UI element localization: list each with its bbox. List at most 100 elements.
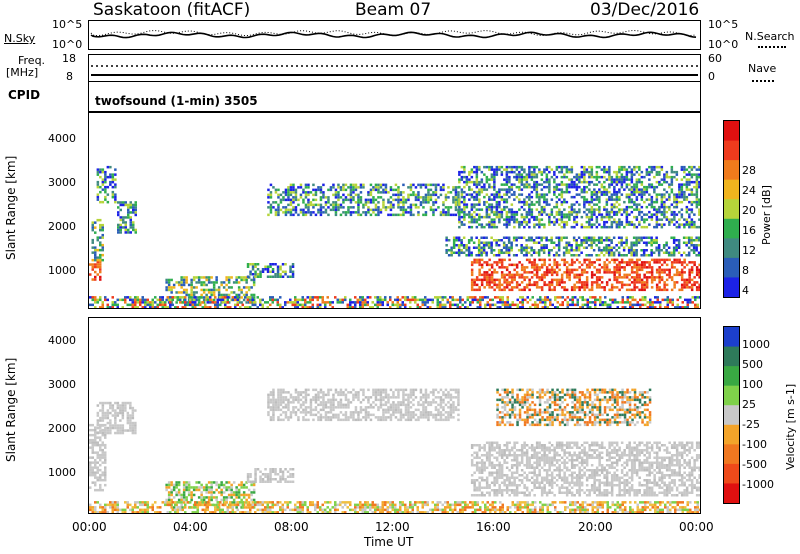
heatmap-cell: [532, 251, 536, 254]
heatmap-cell: [291, 263, 295, 266]
heatmap-cell: [600, 276, 604, 279]
heatmap-cell: [182, 283, 186, 287]
heatmap-cell: [630, 246, 633, 249]
heatmap-cell: [482, 246, 486, 249]
heatmap-cell: [488, 223, 491, 226]
heatmap-cell: [483, 185, 486, 189]
heatmap-cell: [505, 190, 509, 194]
heatmap-cell: [663, 261, 666, 264]
heatmap-cell: [149, 301, 152, 304]
heatmap-cell: [281, 473, 285, 476]
heatmap-cell: [339, 388, 343, 392]
heatmap-cell: [169, 306, 172, 309]
heatmap-cell: [304, 391, 308, 394]
heatmap-cell: [276, 268, 280, 271]
heatmap-cell: [615, 175, 619, 179]
heatmap-cell: [274, 273, 277, 276]
heatmap-cell: [647, 254, 651, 257]
heatmap-cell: [444, 193, 448, 197]
heatmap-cell: [422, 206, 425, 209]
heatmap-cell: [643, 281, 646, 284]
heatmap-cell: [550, 281, 554, 284]
heatmap-cell: [460, 170, 464, 174]
heatmap-cell: [289, 401, 293, 404]
heatmap-cell: [603, 165, 606, 169]
heatmap-cell: [129, 429, 132, 432]
heatmap-cell: [459, 301, 462, 304]
heatmap-cell: [277, 206, 280, 209]
heatmap-cell: [454, 208, 458, 212]
heatmap-cell: [590, 273, 594, 277]
heatmap-cell: [543, 193, 546, 196]
heatmap-cell: [565, 168, 569, 171]
heatmap-cell: [240, 301, 243, 304]
heatmap-cell: [339, 213, 343, 217]
heatmap-cell: [354, 201, 358, 204]
heatmap-cell: [104, 466, 107, 469]
heatmap-cell: [312, 396, 315, 399]
heatmap-cell: [603, 185, 606, 189]
heatmap-cell: [598, 190, 601, 194]
heatmap-cell: [570, 170, 574, 174]
heatmap-cell: [505, 200, 509, 204]
power-colorbar-swatches: [724, 121, 739, 298]
heatmap-cell: [473, 165, 476, 169]
heatmap-cell: [578, 288, 581, 292]
heatmap-cell: [579, 306, 582, 309]
heatmap-cell: [230, 491, 233, 494]
heatmap-cell: [189, 301, 192, 304]
heatmap-cell: [660, 271, 664, 274]
heatmap-cell: [650, 198, 654, 201]
heatmap-cell: [645, 276, 649, 279]
heatmap-cell: [683, 193, 686, 196]
heatmap-cell: [516, 306, 519, 309]
heatmap-cell: [513, 286, 516, 289]
heatmap-cell: [109, 431, 112, 435]
heatmap-cell: [477, 239, 481, 242]
heatmap-cell: [469, 303, 472, 307]
heatmap-cell: [585, 278, 589, 282]
heatmap-cell: [391, 303, 394, 307]
heatmap-cell: [94, 428, 97, 432]
heatmap-cell: [625, 220, 629, 224]
heatmap-cell: [510, 263, 514, 267]
heatmap-cell: [334, 388, 338, 392]
heatmap-cell: [568, 190, 571, 194]
heatmap-cell: [274, 478, 277, 481]
heatmap-cell: [630, 190, 634, 194]
heatmap-cell: [635, 195, 639, 199]
heatmap-cell: [520, 273, 524, 277]
heatmap-cell: [247, 506, 251, 509]
heatmap-cell: [445, 249, 448, 252]
heatmap-cell: [513, 268, 516, 272]
heatmap-cell: [605, 283, 609, 287]
heatmap-cell: [342, 193, 345, 197]
heatmap-cell: [232, 281, 236, 284]
heatmap-cell: [419, 183, 423, 187]
heatmap-cell: [242, 486, 246, 489]
heatmap-cell: [523, 178, 526, 181]
heatmap-cell: [600, 241, 603, 244]
heatmap-cell: [592, 236, 596, 239]
heatmap-cell: [618, 273, 621, 277]
heatmap-cell: [116, 429, 120, 432]
heatmap-cell: [618, 175, 621, 179]
heatmap-cell: [407, 206, 410, 209]
heatmap-cell: [235, 493, 238, 497]
heatmap-cell: [517, 249, 521, 252]
heatmap-cell: [625, 276, 629, 279]
heatmap-cell: [192, 486, 196, 489]
heatmap-cell: [635, 165, 639, 169]
heatmap-cell: [480, 278, 484, 282]
heatmap-cell: [227, 296, 231, 299]
heatmap-cell: [384, 208, 388, 212]
heatmap-cell: [635, 188, 639, 191]
heatmap-cell: [180, 283, 183, 287]
heatmap-cell: [507, 254, 511, 257]
heatmap-cell: [96, 451, 99, 454]
heatmap-cell: [658, 205, 661, 209]
heatmap-cell: [357, 211, 360, 214]
heatmap-cell: [493, 195, 496, 199]
heatmap-cell: [419, 201, 423, 204]
heatmap-cell: [111, 406, 115, 410]
